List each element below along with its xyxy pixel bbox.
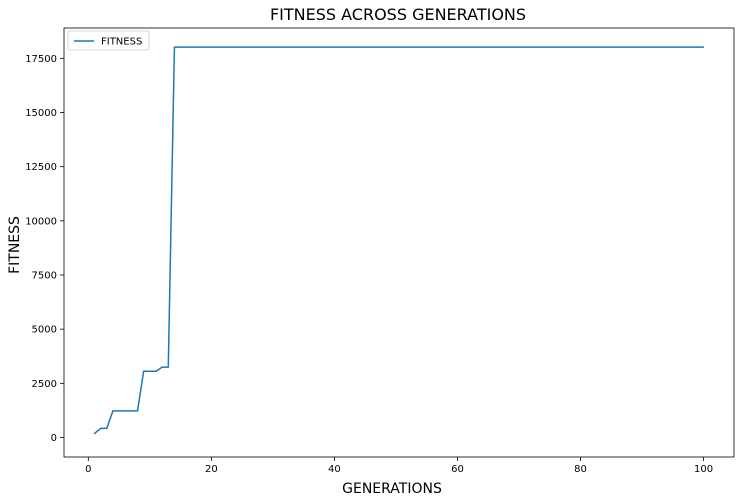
plot-area: [63, 27, 735, 458]
x-tick-label: 100: [694, 464, 713, 475]
x-tick-label: 20: [205, 464, 218, 475]
data-point: [136, 410, 139, 412]
y-axis-ticks: 0 2500 5000 7500 10000 12500 15000 17500: [25, 54, 64, 444]
data-point: [106, 427, 108, 429]
legend-label: FITNESS: [101, 37, 142, 48]
axes-frame: [63, 27, 735, 458]
y-axis-title: FITNESS: [7, 216, 23, 274]
data-point: [167, 366, 169, 368]
x-tick-label: 80: [574, 464, 587, 475]
data-point: [118, 410, 120, 412]
legend: FITNESS: [67, 30, 150, 51]
data-point: [112, 410, 114, 412]
x-axis-title: GENERATIONS: [342, 481, 442, 497]
data-point: [161, 366, 163, 368]
data-point: [100, 427, 102, 429]
y-tick-label: 0: [51, 433, 57, 444]
data-point: [702, 46, 705, 48]
x-tick-label: 60: [451, 464, 464, 475]
chart-title: FITNESS ACROSS GENERATIONS: [270, 5, 526, 24]
x-axis-ticks: 0 20 40 60 80 100: [85, 457, 713, 475]
y-tick-label: 15000: [25, 108, 57, 119]
data-point: [155, 370, 157, 372]
data-point: [143, 370, 145, 372]
data-point: [149, 370, 151, 372]
data-point: [173, 46, 176, 48]
y-tick-label: 5000: [32, 325, 57, 336]
y-tick-label: 2500: [32, 379, 57, 390]
data-point: [124, 410, 126, 412]
y-tick-label: 12500: [25, 162, 57, 173]
series-layer: [93, 46, 705, 435]
data-point: [93, 433, 96, 435]
x-tick-label: 0: [85, 464, 91, 475]
x-tick-label: 40: [328, 464, 341, 475]
y-tick-label: 10000: [25, 216, 57, 227]
y-tick-label: 7500: [32, 271, 57, 282]
legend-box: [67, 30, 150, 51]
y-tick-label: 17500: [25, 54, 57, 65]
data-point: [130, 410, 132, 412]
